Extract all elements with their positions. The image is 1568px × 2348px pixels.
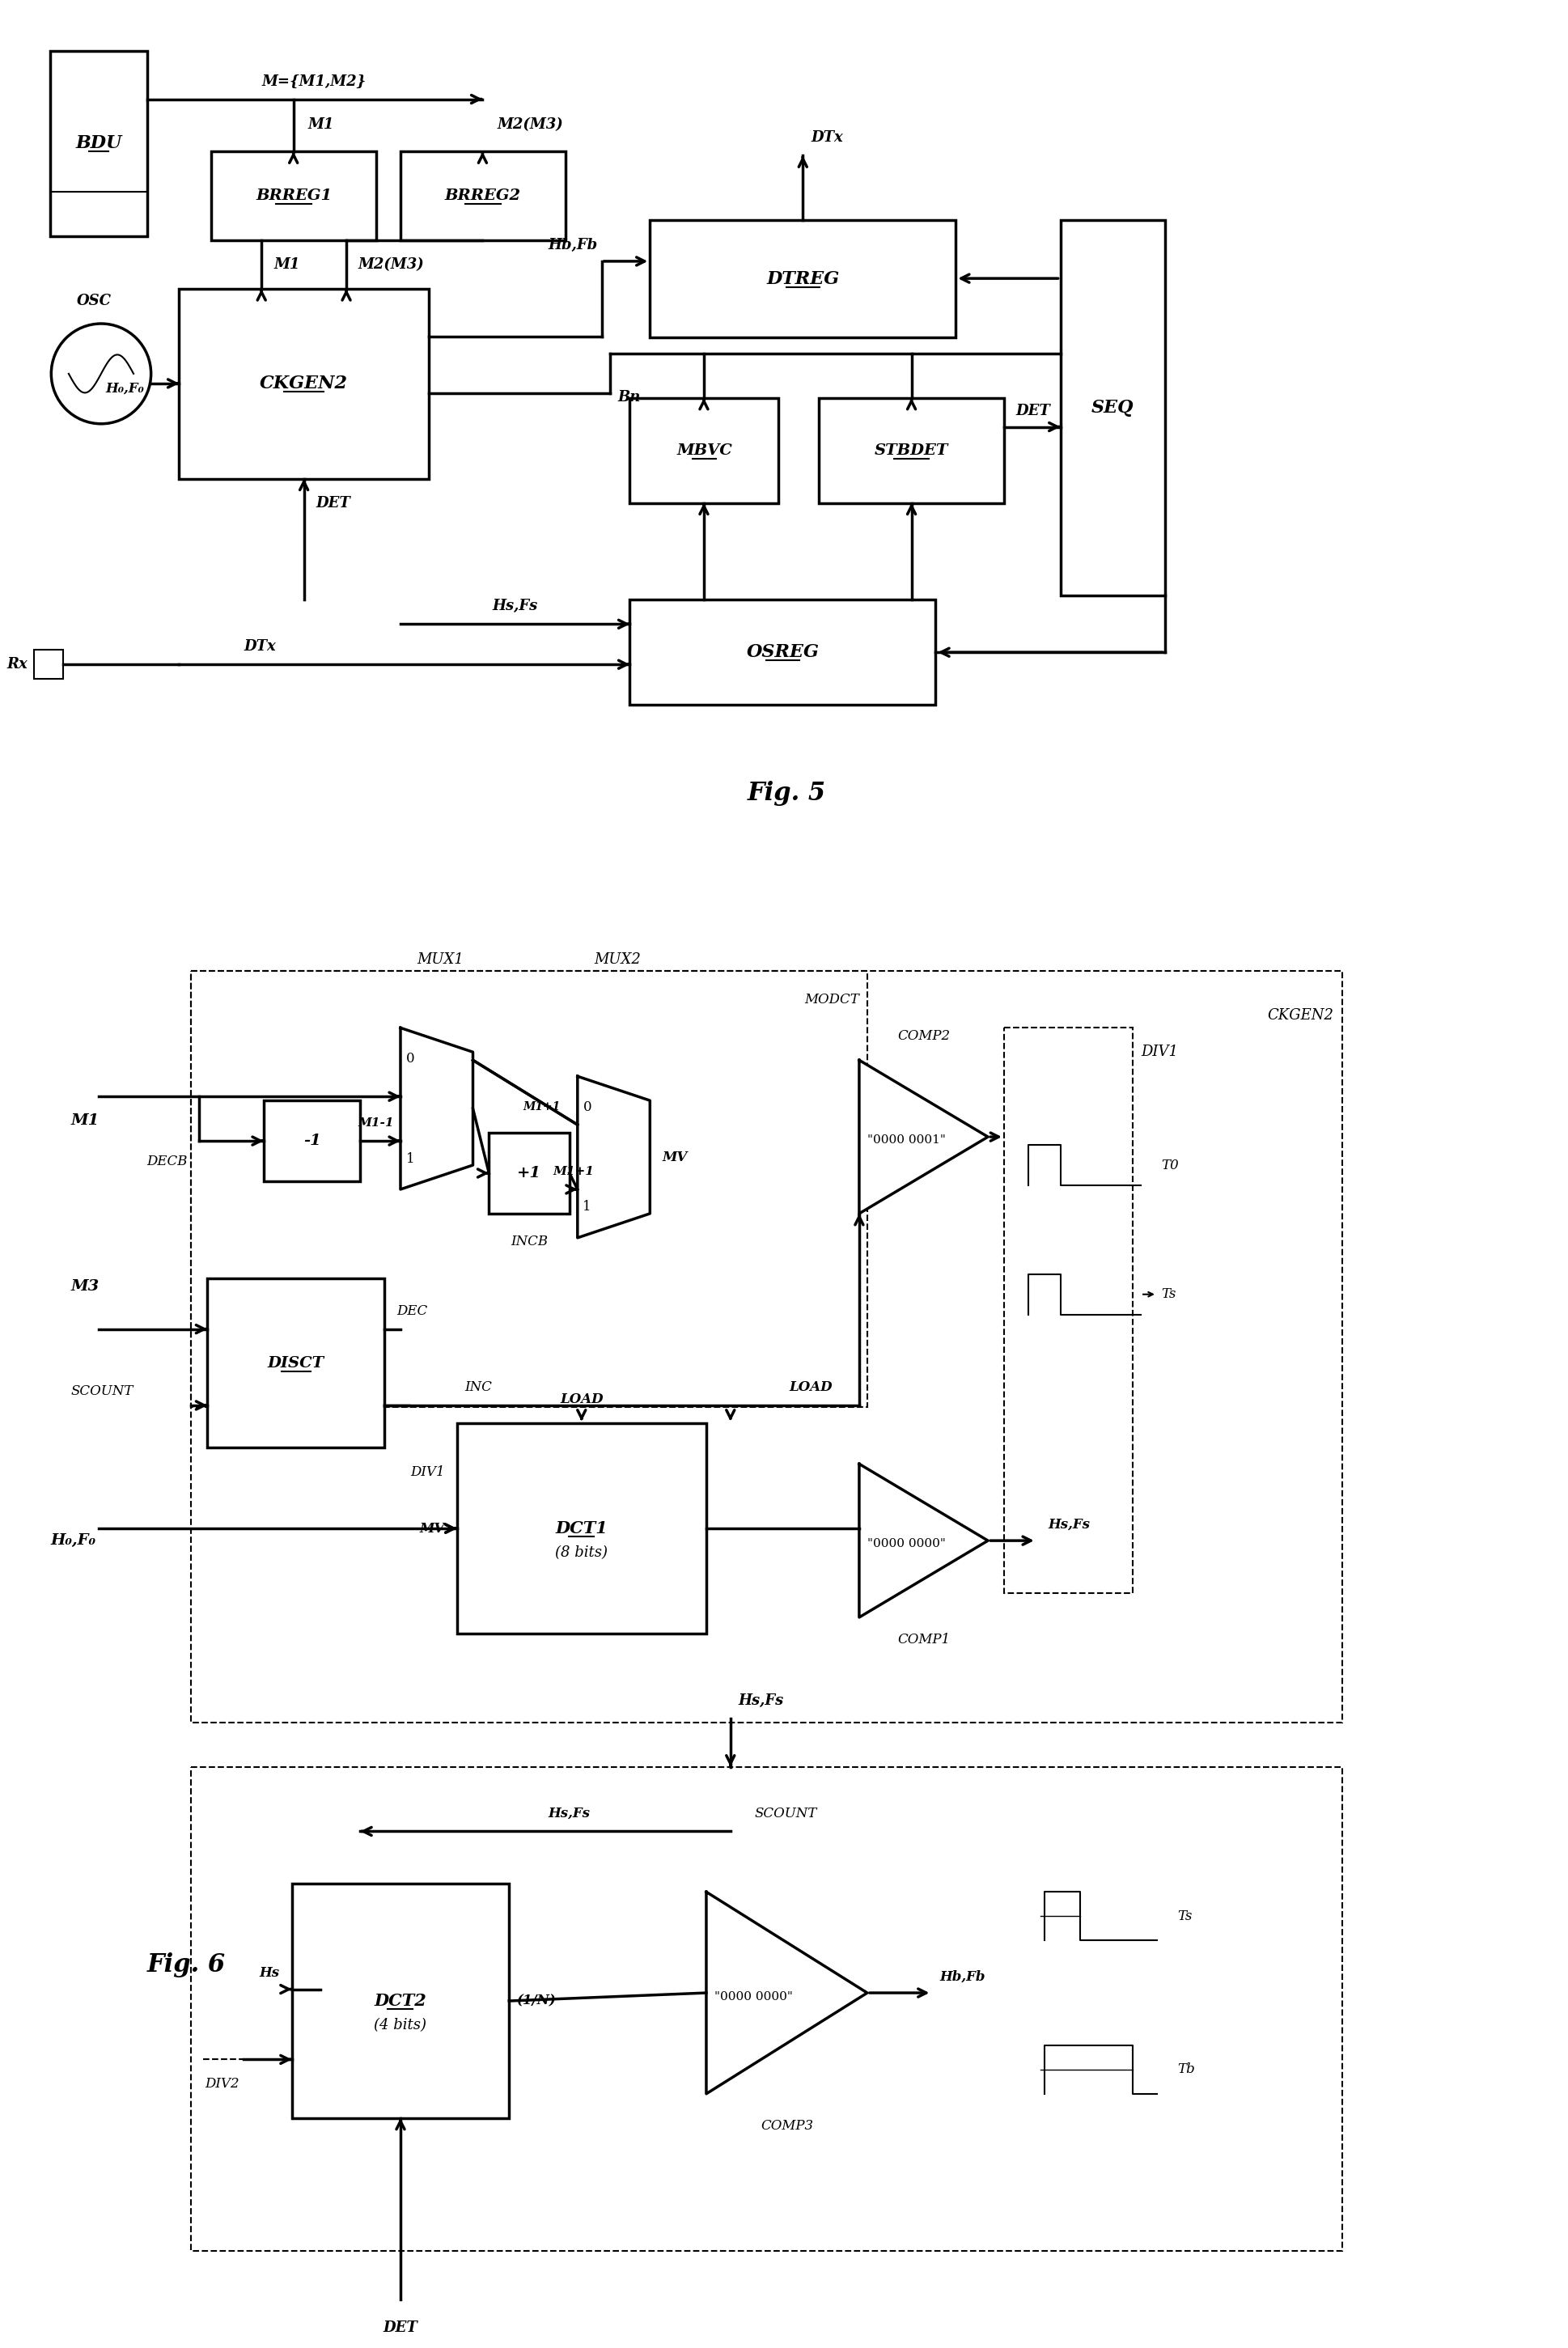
Polygon shape: [706, 1892, 867, 2094]
Text: COMP2: COMP2: [897, 1028, 950, 1043]
Text: T0: T0: [1160, 1158, 1179, 1172]
Text: Fig. 6: Fig. 6: [147, 1951, 226, 1977]
Bar: [400, 153, 566, 239]
Text: MV: MV: [420, 1522, 445, 1536]
Text: DTREG: DTREG: [767, 270, 839, 289]
Text: CKGEN2: CKGEN2: [1267, 1007, 1334, 1024]
Text: MUX2: MUX2: [594, 951, 641, 967]
Text: Ts: Ts: [1178, 1909, 1192, 1923]
Text: DIV2: DIV2: [205, 2078, 240, 2090]
Text: Hb,Fb: Hb,Fb: [939, 1970, 985, 1984]
Text: Hb,Fb: Hb,Fb: [549, 237, 597, 251]
Text: Ts: Ts: [1160, 1287, 1176, 1301]
Text: SEQ: SEQ: [1091, 399, 1134, 418]
Text: DIV1: DIV1: [1142, 1045, 1178, 1059]
Bar: [292, 1883, 510, 2118]
Text: (8 bits): (8 bits): [555, 1545, 608, 1559]
Bar: [489, 1132, 569, 1214]
Text: M1: M1: [71, 1113, 99, 1127]
Bar: [1060, 221, 1165, 596]
Text: DET: DET: [317, 495, 351, 510]
Text: COMP3: COMP3: [760, 2120, 814, 2132]
Text: +1: +1: [517, 1167, 541, 1181]
Bar: [1004, 1028, 1132, 1592]
Text: CKGEN2: CKGEN2: [260, 376, 348, 392]
Text: Hs,Fs: Hs,Fs: [549, 1806, 591, 1820]
Bar: [212, 153, 376, 239]
Text: DTx: DTx: [811, 131, 844, 146]
Text: MODCT: MODCT: [804, 993, 859, 1007]
Text: M={M1,M2}: M={M1,M2}: [262, 75, 367, 89]
Bar: [207, 1277, 384, 1449]
Text: Hs,Fs: Hs,Fs: [1049, 1517, 1090, 1531]
Text: (4 bits): (4 bits): [375, 2017, 426, 2033]
Text: H₀,F₀: H₀,F₀: [50, 1533, 96, 1547]
Text: MUX1: MUX1: [417, 951, 464, 967]
Bar: [651, 221, 956, 338]
Bar: [456, 1423, 706, 1634]
Text: SCOUNT: SCOUNT: [754, 1806, 817, 1820]
Text: DCT1: DCT1: [555, 1522, 608, 1536]
Bar: [34, 650, 63, 679]
Text: M1-1: M1-1: [359, 1118, 394, 1129]
Text: M1: M1: [307, 117, 334, 131]
Text: M3: M3: [71, 1280, 99, 1294]
Bar: [263, 1101, 361, 1181]
Text: 0: 0: [583, 1101, 591, 1113]
Text: SCOUNT: SCOUNT: [71, 1385, 133, 1397]
Text: Tb: Tb: [1178, 2062, 1195, 2076]
Text: "0000 0001": "0000 0001": [867, 1134, 946, 1146]
Text: (1/N): (1/N): [517, 1993, 557, 2008]
Bar: [50, 52, 147, 237]
Text: -1: -1: [303, 1134, 321, 1148]
Text: M2(M3): M2(M3): [359, 258, 425, 272]
Bar: [818, 397, 1004, 502]
Text: DET: DET: [1016, 404, 1051, 418]
Bar: [630, 599, 936, 704]
Polygon shape: [859, 1061, 988, 1214]
Text: M1+1: M1+1: [554, 1167, 594, 1176]
Text: LOAD: LOAD: [560, 1392, 604, 1406]
Bar: [191, 972, 867, 1406]
Text: COMP1: COMP1: [897, 1634, 950, 1646]
Text: 1: 1: [406, 1153, 414, 1165]
Text: Hs: Hs: [259, 1965, 279, 1979]
Text: 0: 0: [406, 1052, 414, 1066]
Text: Fig. 5: Fig. 5: [748, 782, 826, 805]
Bar: [630, 397, 779, 502]
Text: BDU: BDU: [75, 134, 122, 153]
Text: DISCT: DISCT: [268, 1355, 325, 1371]
Text: MBVC: MBVC: [676, 444, 732, 458]
Text: DET: DET: [383, 2320, 417, 2336]
Text: Hs,Fs: Hs,Fs: [739, 1693, 784, 1707]
Text: Bn: Bn: [618, 390, 641, 404]
Text: DIV1: DIV1: [411, 1465, 445, 1479]
Text: LOAD: LOAD: [789, 1381, 833, 1395]
Text: INC: INC: [464, 1381, 492, 1395]
Text: "0000 0000": "0000 0000": [867, 1538, 946, 1550]
Text: Hs,Fs: Hs,Fs: [492, 599, 538, 613]
Text: OSREG: OSREG: [746, 643, 818, 662]
Text: DEC: DEC: [397, 1305, 428, 1317]
Text: Rx: Rx: [6, 657, 28, 672]
Text: MV: MV: [662, 1151, 687, 1165]
Text: "0000 0000": "0000 0000": [715, 1991, 793, 2003]
Polygon shape: [859, 1463, 988, 1618]
Text: BRREG1: BRREG1: [256, 188, 332, 204]
Text: OSC: OSC: [77, 294, 111, 308]
Text: DCT2: DCT2: [375, 1993, 426, 2010]
Text: M2(M3): M2(M3): [497, 117, 563, 131]
Text: DTx: DTx: [243, 639, 276, 655]
Text: INCB: INCB: [511, 1235, 547, 1249]
Bar: [191, 1766, 1342, 2252]
Text: 1: 1: [583, 1200, 591, 1214]
Text: BRREG2: BRREG2: [445, 188, 521, 204]
Bar: [179, 289, 428, 479]
Bar: [191, 972, 1342, 1723]
Text: M1+1: M1+1: [522, 1101, 560, 1113]
Text: STBDET: STBDET: [875, 444, 949, 458]
Text: DECB: DECB: [147, 1155, 188, 1167]
Text: H₀,F₀: H₀,F₀: [105, 380, 144, 394]
Text: M1: M1: [273, 258, 299, 272]
